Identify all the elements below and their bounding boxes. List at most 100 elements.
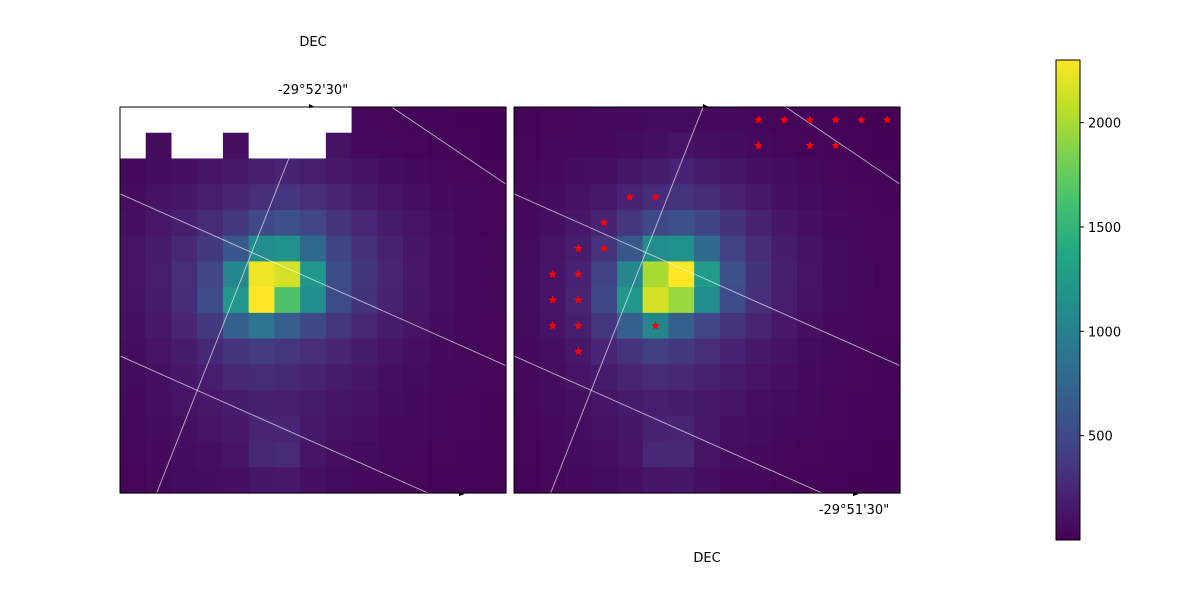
heatmap-cell — [668, 338, 695, 365]
heatmap-cell — [351, 235, 378, 262]
heatmap-cell — [539, 235, 567, 262]
heatmap-cell — [480, 209, 507, 237]
heatmap-cell — [848, 209, 875, 237]
heatmap-cell — [377, 390, 404, 417]
heatmap-cell — [171, 158, 198, 185]
heatmap-cell — [248, 390, 275, 417]
heatmap-cell — [771, 441, 798, 468]
heatmap-cell — [300, 390, 327, 417]
grid-line — [120, 193, 506, 367]
heatmap-cell — [248, 107, 275, 134]
heatmap-cell — [719, 441, 747, 468]
heatmap-cell — [145, 261, 173, 288]
heatmap-cell — [719, 467, 747, 494]
colorbar-tick-label: 1500 — [1088, 221, 1121, 236]
heatmap-cell — [539, 415, 567, 443]
star-marker — [574, 295, 583, 304]
heatmap-cell — [120, 441, 147, 468]
heatmap-cell — [874, 261, 901, 288]
heatmap-cell — [848, 312, 875, 340]
heatmap-cell — [120, 312, 147, 340]
star-marker — [831, 141, 840, 150]
heatmap-cell — [300, 158, 327, 185]
heatmap-cell — [745, 184, 772, 211]
heatmap-cell — [197, 287, 224, 314]
heatmap-cell — [514, 158, 541, 185]
heatmap-cell — [642, 158, 669, 185]
star-marker — [831, 115, 840, 124]
heatmap-cell — [377, 312, 404, 340]
heatmap-cell — [771, 184, 798, 211]
heatmap-cell — [145, 467, 173, 494]
heatmap-cell — [351, 415, 378, 443]
heatmap-cell — [325, 107, 353, 134]
heatmap-cell — [514, 184, 541, 211]
left-coordinate-grid — [120, 107, 506, 493]
heatmap-cell — [197, 415, 224, 443]
heatmap-cell — [454, 158, 481, 185]
heatmap-cell — [874, 441, 901, 468]
heatmap-cell — [874, 132, 901, 160]
heatmap-cell — [514, 287, 541, 314]
heatmap-cell — [428, 390, 456, 417]
heatmap-cell — [248, 184, 275, 211]
heatmap-cell — [745, 287, 772, 314]
heatmap-cell — [694, 364, 721, 391]
heatmap-cell — [719, 415, 747, 443]
heatmap-cell — [197, 364, 224, 391]
heatmap-cell — [120, 415, 147, 443]
heatmap-cell — [480, 287, 507, 314]
heatmap-cell — [222, 364, 250, 391]
heatmap-cell — [514, 107, 541, 134]
heatmap-cell — [848, 235, 875, 262]
heatmap-cell — [454, 235, 481, 262]
heatmap-cell — [428, 261, 456, 288]
heatmap-cell — [668, 107, 695, 134]
heatmap-cell — [377, 184, 404, 211]
heatmap-cell — [377, 441, 404, 468]
heatmap-cell — [454, 209, 481, 237]
heatmap-cell — [428, 312, 456, 340]
star-marker — [548, 269, 557, 278]
heatmap-cell — [719, 235, 747, 262]
heatmap-cell — [719, 184, 747, 211]
heatmap-cell — [642, 364, 669, 391]
heatmap-cell — [616, 415, 644, 443]
star-marker — [574, 269, 583, 278]
heatmap-cell — [197, 338, 224, 365]
heatmap-cell — [874, 338, 901, 365]
heatmap-cell — [197, 261, 224, 288]
heatmap-cell — [591, 158, 618, 185]
heatmap-cell — [403, 235, 430, 262]
heatmap-cell — [565, 158, 592, 185]
star-marker — [754, 141, 763, 150]
heatmap-cell — [274, 467, 301, 494]
heatmap-cell — [514, 312, 541, 340]
heatmap-cell — [539, 158, 567, 185]
heatmap-cell — [428, 415, 456, 443]
heatmap-cell — [300, 467, 327, 494]
heatmap-cell — [668, 209, 695, 237]
star-marker — [599, 218, 609, 227]
heatmap-cell — [274, 441, 301, 468]
heatmap-cell — [745, 338, 772, 365]
heatmap-cell — [874, 467, 901, 494]
heatmap-cell — [745, 158, 772, 185]
heatmap-cell — [377, 338, 404, 365]
heatmap-cell — [145, 209, 173, 237]
grid-line — [514, 193, 900, 367]
heatmap-cell — [351, 338, 378, 365]
heatmap-cell — [454, 107, 481, 134]
heatmap-cell — [428, 467, 456, 494]
heatmap-cell — [428, 287, 456, 314]
heatmap-cell — [642, 390, 669, 417]
heatmap-cell — [668, 312, 695, 340]
heatmap-cell — [325, 261, 353, 288]
heatmap-cell — [171, 312, 198, 340]
heatmap-cell — [145, 132, 173, 160]
heatmap-cell — [454, 338, 481, 365]
heatmap-cell — [351, 261, 378, 288]
heatmap-cell — [120, 132, 147, 160]
heatmap-cell — [668, 467, 695, 494]
heatmap-cell — [848, 390, 875, 417]
